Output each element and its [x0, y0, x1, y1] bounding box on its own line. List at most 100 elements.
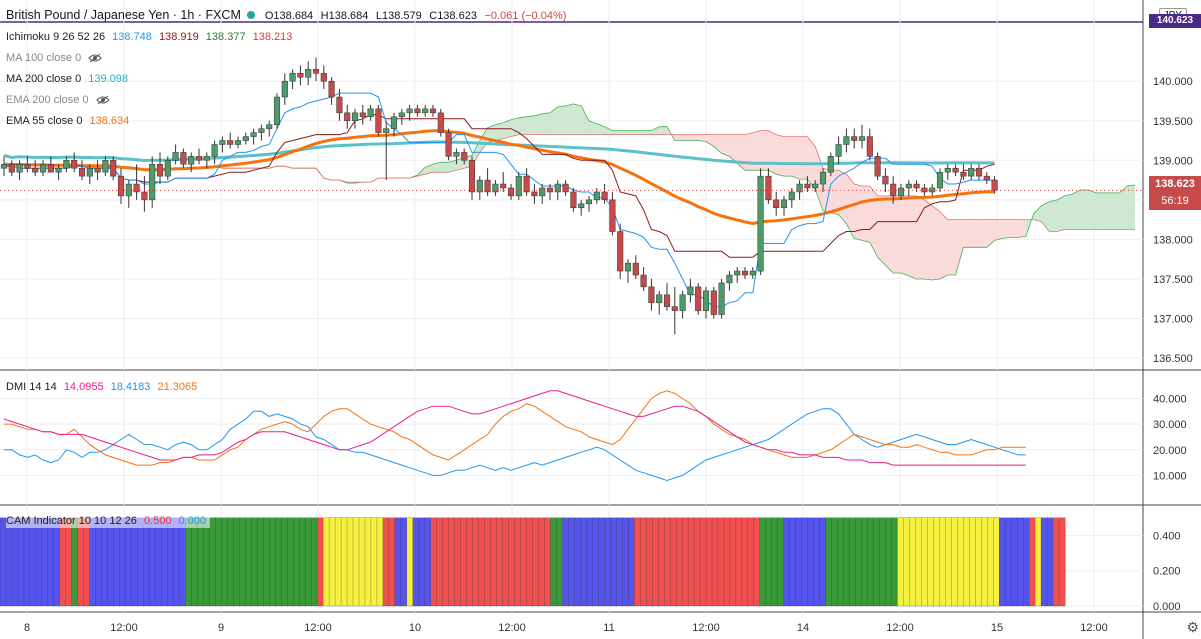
cloud-segment [651, 126, 660, 135]
legend-cam[interactable]: CAM Indicator 10 10 12 26 0.500 0.000 [6, 514, 211, 528]
x-tick-label: 12:00 [692, 622, 720, 634]
candle-body [687, 286, 694, 296]
cam-bar [628, 517, 635, 607]
cam-bar [616, 517, 623, 607]
candle-body [882, 175, 889, 185]
cam-bar [143, 517, 151, 607]
cam-bar [257, 517, 264, 607]
cam-bar [813, 517, 821, 607]
cloud-segment [729, 134, 738, 164]
cloud-segment [799, 136, 808, 180]
cloud-segment [869, 186, 878, 258]
candle-body [656, 294, 663, 303]
gear-icon[interactable]: ⚙ [1186, 619, 1199, 635]
cloud-segment [542, 112, 550, 135]
legend-ema200[interactable]: EMA 200 close 0 [6, 93, 110, 107]
cloud-segment [557, 105, 566, 135]
candle-body [297, 73, 304, 78]
cam-bar [89, 517, 97, 607]
cam-bar [406, 517, 414, 607]
candle-body [429, 108, 437, 114]
cam-bar [681, 517, 689, 607]
candle-body [110, 160, 117, 177]
cloud-segment [1064, 193, 1073, 230]
symbol-title[interactable]: British Pound / Japanese Yen · 1h · FXCM [6, 8, 241, 22]
cloud-segment [1127, 185, 1135, 230]
cloud-segment [924, 199, 933, 280]
candle-body [741, 270, 749, 276]
candle-body [211, 144, 218, 157]
x-tick-label: 11 [603, 622, 614, 634]
candle-body [874, 156, 881, 177]
cloud-segment [784, 136, 792, 177]
cam-bar [885, 517, 892, 607]
cam-bar [388, 517, 396, 607]
candle-body [359, 112, 366, 118]
legend-ma200[interactable]: MA 200 close 0 139.098 [6, 72, 132, 86]
cam-bar [203, 517, 210, 607]
candle-body [570, 191, 577, 209]
legend-ichimoku[interactable]: Ichimoku 9 26 52 26 138.748 138.919 138.… [6, 30, 296, 44]
dmi-value-adx: 14.0955 [63, 381, 104, 393]
eye-hidden-icon[interactable] [88, 53, 102, 63]
candle-body [328, 80, 335, 98]
y-tick-label: 139.500 [1153, 116, 1193, 128]
eye-hidden-icon[interactable] [95, 95, 110, 105]
candle-body [585, 199, 593, 205]
y-tick-label: 10.000 [1153, 470, 1187, 482]
cam-bar [167, 517, 174, 607]
candle-body [180, 152, 187, 165]
candle-body [281, 80, 288, 98]
cam-bar [358, 517, 366, 607]
cam-bar [131, 517, 139, 607]
cam-bar [364, 517, 372, 607]
candle-body [671, 306, 678, 311]
cam-bar [1058, 517, 1066, 607]
candle-body [952, 167, 959, 173]
cloud-segment [916, 195, 925, 279]
cam-bar [550, 517, 557, 607]
cam-bar [5, 517, 13, 607]
cloud-segment [698, 134, 706, 142]
x-tick-label: 12:00 [304, 622, 332, 634]
cloud-segment [854, 184, 862, 241]
cam-bar [963, 517, 970, 607]
cloud-segment [1072, 189, 1081, 230]
cloud-segment [1041, 201, 1050, 232]
cam-bar [855, 517, 862, 607]
candle-body [695, 286, 702, 311]
y-tick-label: 137.000 [1153, 314, 1193, 326]
legend-ema55[interactable]: EMA 55 close 0 138.634 [6, 114, 133, 128]
cam-bar [664, 517, 671, 607]
cam-bar [11, 517, 19, 607]
legend-dmi[interactable]: DMI 14 14 14.0955 18.4183 21.3065 [6, 380, 201, 394]
cam-bar [197, 517, 204, 607]
cam-bar [861, 517, 868, 607]
candle-body [749, 270, 756, 276]
cloud-segment [659, 126, 667, 135]
cloud-segment [1103, 192, 1112, 230]
candle-body [156, 164, 164, 177]
cam-bar [448, 517, 456, 607]
cam-bar [41, 517, 49, 607]
cam-bar [789, 517, 797, 607]
legend-ma100[interactable]: MA 100 close 0 [6, 51, 102, 65]
cam-bar [0, 517, 7, 607]
y-tick-label: 140.000 [1153, 76, 1193, 88]
cam-bar [801, 517, 809, 607]
candle-body [437, 112, 444, 133]
cam-bar [215, 517, 222, 607]
cam-bar [29, 517, 37, 607]
cam-bar [783, 517, 791, 607]
candle-body [890, 183, 897, 197]
cam-bar [251, 517, 258, 607]
cam-bar [233, 517, 240, 607]
cloud-segment [1088, 189, 1096, 230]
cam-bar [903, 517, 910, 607]
cam-bar [831, 517, 839, 607]
candle-body [320, 73, 327, 82]
candle-body [55, 167, 62, 173]
cloud-segment [674, 134, 683, 141]
dmi-series-adx [3, 390, 1026, 466]
